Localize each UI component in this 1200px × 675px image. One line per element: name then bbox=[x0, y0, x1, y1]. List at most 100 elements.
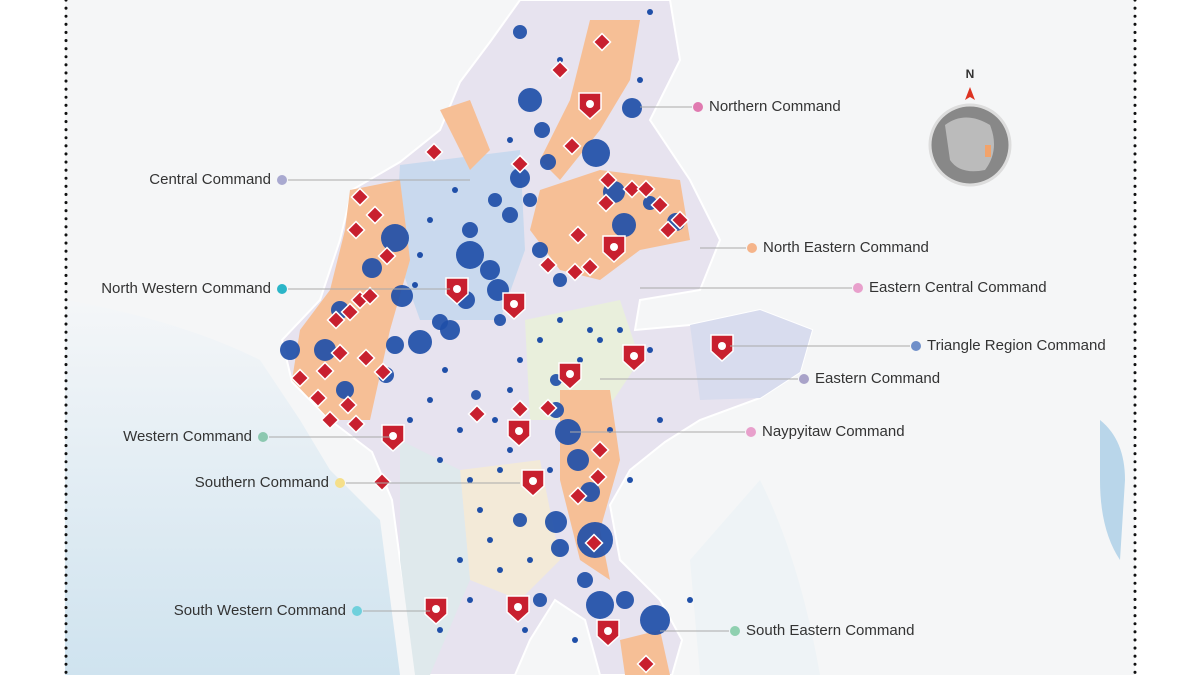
legend-dot bbox=[277, 175, 287, 185]
small-base bbox=[647, 347, 653, 353]
command-label: Eastern Central Command bbox=[869, 279, 1047, 296]
conflict-marker bbox=[580, 257, 600, 277]
conflict-marker bbox=[636, 654, 656, 674]
sea-east bbox=[1100, 420, 1125, 560]
emblem-center bbox=[389, 432, 397, 440]
base-marker bbox=[391, 285, 413, 307]
conflict-marker bbox=[315, 361, 335, 381]
conflict-marker bbox=[598, 170, 618, 190]
command-label: Naypyitaw Command bbox=[762, 423, 905, 440]
small-base bbox=[647, 9, 653, 15]
emblem-center bbox=[604, 627, 612, 635]
base-marker bbox=[534, 122, 550, 138]
conflict-marker bbox=[356, 348, 376, 368]
conflict-marker bbox=[290, 368, 310, 388]
conflict-marker bbox=[670, 210, 690, 230]
base-marker bbox=[432, 314, 448, 330]
small-base bbox=[412, 282, 418, 288]
base-marker bbox=[586, 591, 614, 619]
small-base bbox=[687, 597, 693, 603]
globe-highlight bbox=[985, 145, 991, 157]
small-base bbox=[437, 457, 443, 463]
conflict-marker bbox=[658, 220, 678, 240]
command-label: Central Command bbox=[149, 171, 271, 188]
legend-dot bbox=[335, 478, 345, 488]
command-label: Southern Command bbox=[195, 474, 329, 491]
small-base bbox=[507, 447, 513, 453]
legend-dot bbox=[730, 626, 740, 636]
base-marker bbox=[513, 25, 527, 39]
legend-dot bbox=[258, 432, 268, 442]
legend-dot bbox=[693, 102, 703, 112]
emblem-center bbox=[566, 370, 574, 378]
small-base bbox=[442, 367, 448, 373]
small-base bbox=[467, 477, 473, 483]
base-marker bbox=[408, 330, 432, 354]
small-base bbox=[417, 252, 423, 258]
command-label: Triangle Region Command bbox=[927, 337, 1106, 354]
base-marker bbox=[462, 222, 478, 238]
legend-dot bbox=[799, 374, 809, 384]
small-base bbox=[457, 557, 463, 563]
legend-dot bbox=[747, 243, 757, 253]
small-base bbox=[487, 537, 493, 543]
conflict-marker bbox=[596, 193, 616, 213]
base-marker bbox=[488, 193, 502, 207]
base-marker bbox=[567, 449, 589, 471]
base-marker bbox=[518, 88, 542, 112]
compass: N bbox=[928, 67, 1012, 187]
conflict-marker bbox=[424, 142, 444, 162]
conflict-marker bbox=[622, 179, 642, 199]
conflict-marker bbox=[538, 255, 558, 275]
emblem-center bbox=[453, 285, 461, 293]
conflict-marker bbox=[590, 440, 610, 460]
conflict-marker bbox=[360, 286, 380, 306]
legend-dot bbox=[853, 283, 863, 293]
command-label: South Western Command bbox=[174, 602, 346, 619]
conflict-marker bbox=[510, 154, 530, 174]
conflict-marker bbox=[330, 343, 350, 363]
conflict-marker bbox=[372, 472, 392, 492]
legend-dot bbox=[352, 606, 362, 616]
base-marker bbox=[551, 539, 569, 557]
base-marker bbox=[502, 207, 518, 223]
conflict-marker bbox=[568, 225, 588, 245]
base-marker bbox=[555, 419, 581, 445]
small-base bbox=[637, 77, 643, 83]
small-base bbox=[507, 137, 513, 143]
small-base bbox=[477, 507, 483, 513]
small-base bbox=[657, 417, 663, 423]
base-marker bbox=[386, 336, 404, 354]
base-marker bbox=[523, 193, 537, 207]
small-base bbox=[467, 597, 473, 603]
small-base bbox=[617, 327, 623, 333]
base-marker bbox=[545, 511, 567, 533]
base-marker bbox=[336, 381, 354, 399]
emblem-center bbox=[432, 605, 440, 613]
small-base bbox=[577, 357, 583, 363]
globe-land bbox=[945, 117, 994, 172]
small-base bbox=[557, 317, 563, 323]
small-base bbox=[597, 337, 603, 343]
conflict-marker bbox=[510, 399, 530, 419]
region-triangle bbox=[690, 310, 812, 400]
conflict-marker bbox=[365, 205, 385, 225]
command-label: South Eastern Command bbox=[746, 622, 914, 639]
small-base bbox=[437, 627, 443, 633]
command-label: Western Command bbox=[123, 428, 252, 445]
land-neighbor bbox=[690, 480, 820, 675]
conflict-marker bbox=[377, 246, 397, 266]
legend-dot bbox=[911, 341, 921, 351]
emblem-center bbox=[718, 342, 726, 350]
command-label: Eastern Command bbox=[815, 370, 940, 387]
base-marker bbox=[280, 340, 300, 360]
conflict-marker bbox=[588, 467, 608, 487]
small-base bbox=[557, 57, 563, 63]
conflict-marker bbox=[550, 60, 570, 80]
small-base bbox=[457, 427, 463, 433]
small-base bbox=[407, 417, 413, 423]
base-marker bbox=[616, 591, 634, 609]
conflict-marker bbox=[320, 410, 340, 430]
conflict-marker bbox=[373, 362, 393, 382]
